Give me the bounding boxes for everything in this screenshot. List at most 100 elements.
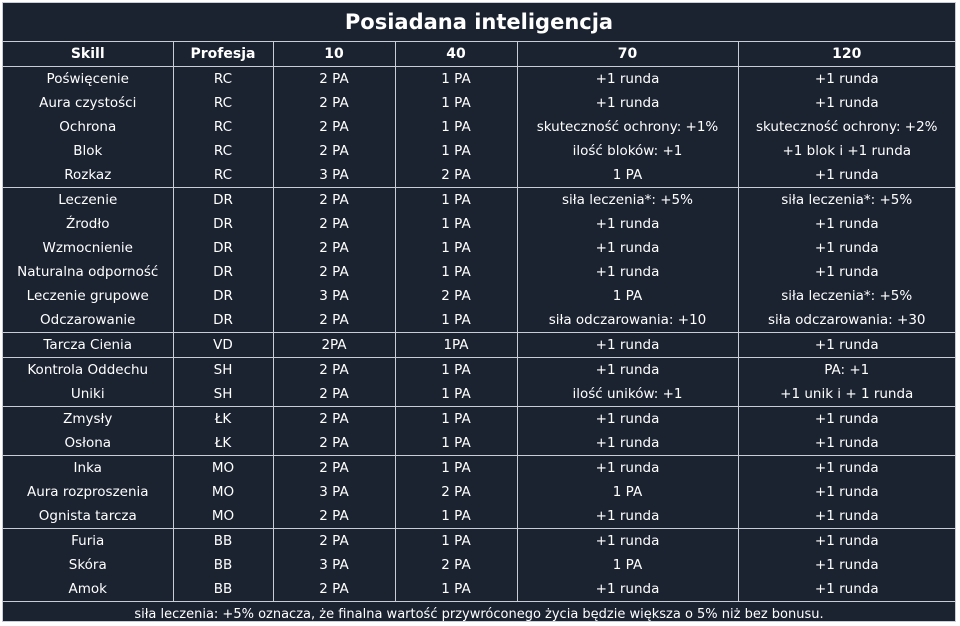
cell-120: siła leczenia*: +5% — [737, 187, 955, 212]
cell-profesja: DR — [172, 187, 273, 212]
cell-10: 2 PA — [272, 577, 395, 602]
cell-skill: Poświęcenie — [3, 66, 173, 91]
cell-skill: Wzmocnienie — [42, 240, 134, 256]
cell-40: 1 PA — [394, 66, 517, 91]
cell-40: 1 PA — [394, 357, 517, 382]
cell-profesja: SH — [172, 357, 273, 382]
cell-40: 1 PA — [394, 528, 517, 553]
cell-40: 2 PA — [394, 163, 517, 188]
cell-profesja: RC — [172, 163, 273, 188]
table-row: Zmysły ŁK 2 PA 1 PA +1 runda +1 runda — [3, 406, 955, 431]
cell-skill: Źrodło — [66, 216, 110, 232]
cell-70: +1 runda — [516, 455, 738, 480]
cell-40: 1 PA — [394, 431, 517, 456]
cell-40: 1 PA — [394, 455, 517, 480]
cell-10: 2 PA — [272, 382, 395, 407]
cell-skill: Aura rozproszenia — [26, 484, 149, 500]
cell-profesja: BB — [172, 528, 273, 553]
cell-70: siła odczarowania: +10 — [516, 308, 738, 333]
cell-skill: Leczenie — [3, 187, 173, 212]
cell-70: +1 runda — [516, 260, 738, 284]
cell-120: skuteczność ochrony: +2% — [737, 115, 955, 139]
table-row: Rozkaz RC 3 PA 2 PA 1 PA +1 runda — [3, 163, 955, 188]
cell-10: 2 PA — [272, 406, 395, 431]
cell-40: 2 PA — [394, 553, 517, 577]
cell-70: +1 runda — [516, 406, 738, 431]
cell-70: +1 runda — [516, 357, 738, 382]
table-row: Wzmocnienie DR 2 PA 1 PA +1 runda +1 runda — [3, 236, 955, 260]
cell-70: 1 PA — [516, 480, 738, 504]
cell-40: 1 PA — [394, 382, 517, 407]
cell-120: siła odczarowania: +30 — [737, 308, 955, 333]
cell-10: 2 PA — [272, 431, 395, 456]
cell-40: 2 PA — [394, 284, 517, 308]
cell-skill: Furia — [3, 528, 173, 553]
cell-120: +1 runda — [737, 260, 955, 284]
table-row: Leczenie grupowe DR 3 PA 2 PA 1 PA siła lecze… — [3, 284, 955, 308]
cell-70: 1 PA — [516, 553, 738, 577]
cell-40: 1 PA — [394, 212, 517, 236]
table-row: Kontrola Oddechu SH 2 PA 1 PA +1 runda PA: +1 — [3, 357, 955, 382]
cell-40: 1 PA — [394, 308, 517, 333]
table-row: Odczarowanie DR 2 PA 1 PA siła odczarowania:… — [3, 308, 955, 333]
cell-70: +1 runda — [516, 504, 738, 529]
header-profesja: Profesja — [172, 42, 273, 67]
header-10: 10 — [272, 42, 395, 67]
cell-profesja: RC — [172, 91, 273, 115]
table-row: Uniki SH 2 PA 1 PA ilość uników: +1 +1 unik i… — [3, 382, 955, 407]
header-row: Skill Profesja 10 40 70 120 — [3, 42, 955, 67]
cell-120: +1 runda — [737, 212, 955, 236]
cell-40: 1 PA — [394, 91, 517, 115]
cell-10: 2 PA — [272, 91, 395, 115]
cell-70: ilość uników: +1 — [516, 382, 738, 407]
cell-10: 3 PA — [272, 553, 395, 577]
cell-70: +1 runda — [516, 431, 738, 456]
table-row: Blok RC 2 PA 1 PA ilość bloków: +1 +1 blok i … — [3, 139, 955, 163]
cell-profesja: MO — [172, 480, 273, 504]
table-row: Amok BB 2 PA 1 PA +1 runda +1 runda — [3, 577, 955, 602]
cell-120: +1 runda — [737, 504, 955, 529]
table-row: Osłona ŁK 2 PA 1 PA +1 runda +1 runda — [3, 431, 955, 456]
cell-120: +1 runda — [737, 91, 955, 115]
cell-40: 1 PA — [394, 187, 517, 212]
cell-skill: Ochrona — [59, 119, 117, 135]
cell-10: 2 PA — [272, 236, 395, 260]
cell-120: +1 unik i + 1 runda — [737, 382, 955, 407]
cell-profesja: ŁK — [172, 431, 273, 456]
cell-70: ilość bloków: +1 — [516, 139, 738, 163]
cell-skill: Rozkaz — [64, 167, 112, 183]
cell-70: 1 PA — [516, 163, 738, 188]
header-40: 40 — [394, 42, 517, 67]
cell-70: siła leczenia*: +5% — [516, 187, 738, 212]
cell-40: 2 PA — [394, 480, 517, 504]
footnote: siła leczenia: +5% oznacza, że finalna w… — [3, 601, 955, 626]
table-row: Aura czystości RC 2 PA 1 PA +1 runda +1 runda — [3, 91, 955, 115]
cell-40: 1 PA — [394, 504, 517, 529]
cell-skill: Ognista tarcza — [38, 508, 137, 524]
cell-70: 1 PA — [516, 284, 738, 308]
table-row: Skóra BB 3 PA 2 PA 1 PA +1 runda — [3, 553, 955, 577]
cell-10: 2 PA — [272, 115, 395, 139]
table-row: Źrodło DR 2 PA 1 PA +1 runda +1 runda — [3, 212, 955, 236]
cell-120: +1 runda — [737, 66, 955, 91]
table-body: Poświęcenie RC 2 PA 1 PA +1 runda +1 runda Aur… — [3, 66, 955, 602]
cell-70: +1 runda — [516, 528, 738, 553]
cell-profesja: DR — [172, 284, 273, 308]
cell-10: 2 PA — [272, 357, 395, 382]
cell-profesja: DR — [172, 260, 273, 284]
cell-10: 2 PA — [272, 504, 395, 529]
cell-40: 1 PA — [394, 260, 517, 284]
cell-profesja: DR — [172, 212, 273, 236]
cell-40: 1PA — [394, 332, 517, 358]
cell-skill: Uniki — [70, 386, 105, 402]
cell-10: 2 PA — [272, 187, 395, 212]
cell-skill: Tarcza Cienia — [3, 332, 173, 358]
table-row: Aura rozproszenia MO 3 PA 2 PA 1 PA +1 runda — [3, 480, 955, 504]
cell-profesja: RC — [172, 115, 273, 139]
cell-120: +1 runda — [737, 431, 955, 456]
cell-profesja: SH — [172, 382, 273, 407]
cell-profesja: VD — [172, 332, 273, 358]
cell-10: 2 PA — [272, 308, 395, 333]
cell-120: PA: +1 — [737, 357, 955, 382]
